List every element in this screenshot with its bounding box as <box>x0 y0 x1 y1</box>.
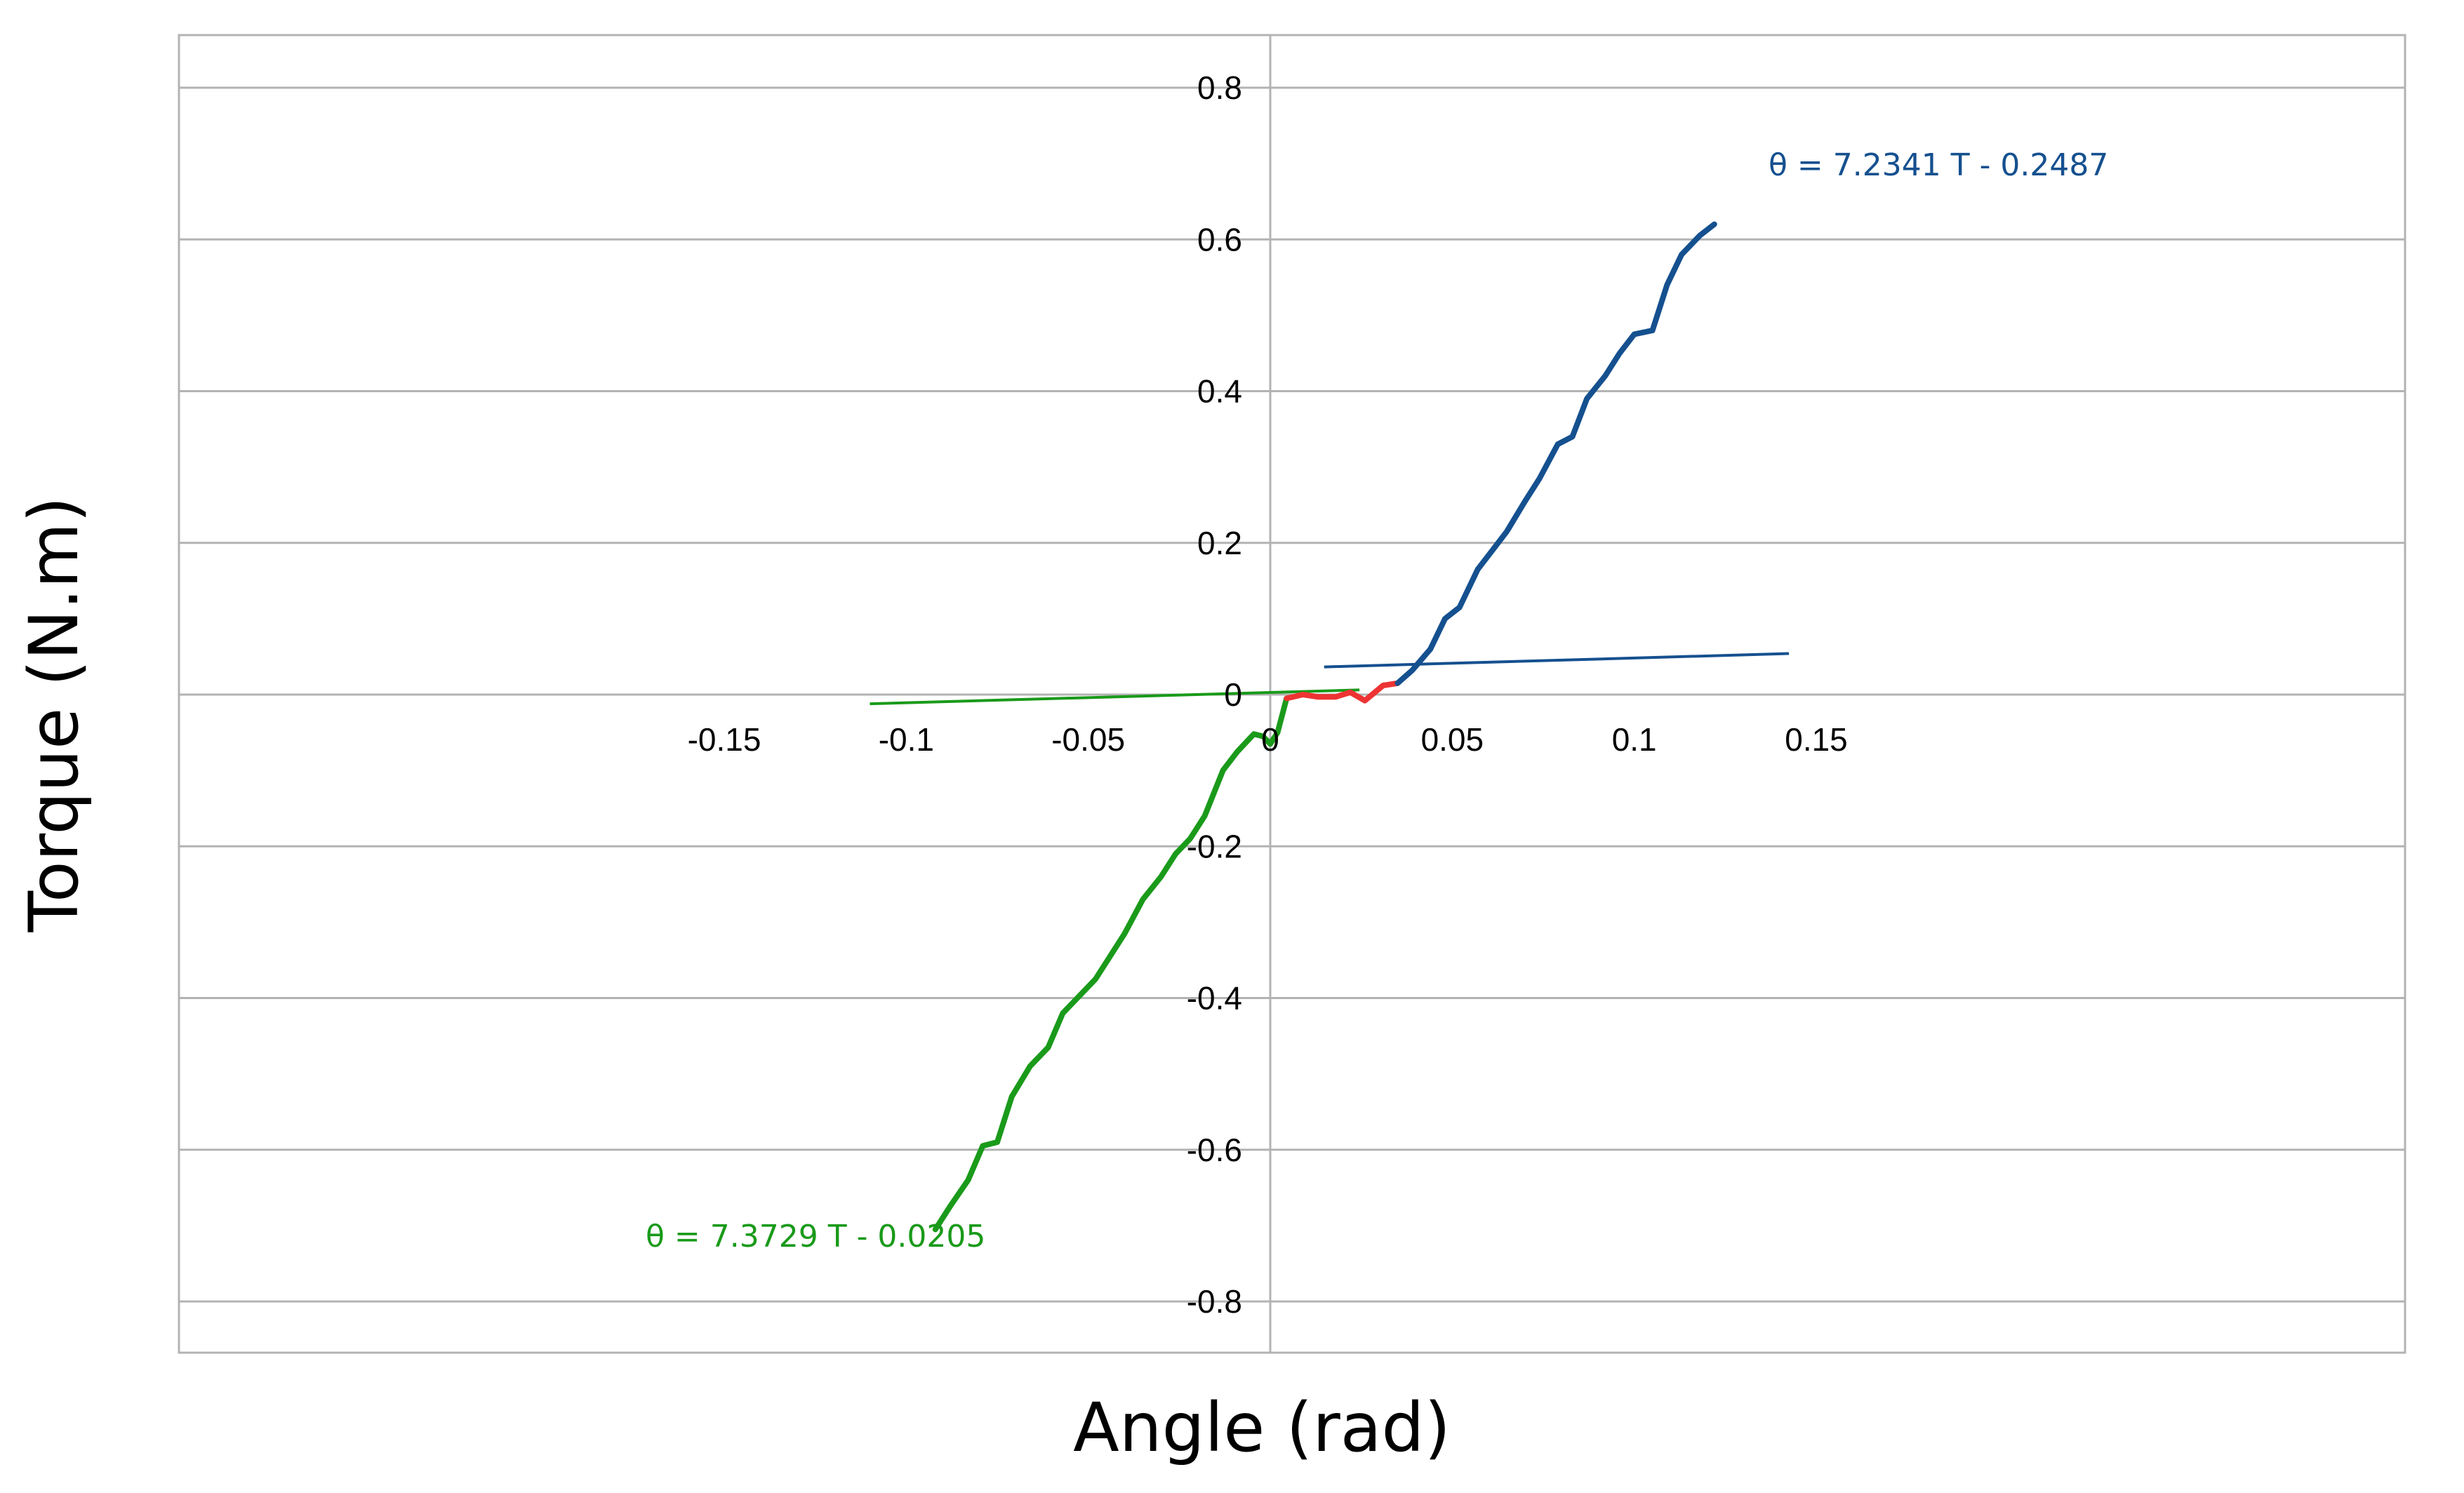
x-tick-label: 0.05 <box>1421 721 1484 758</box>
y-axis-title: Torque (N.m) <box>15 497 93 933</box>
y-tick-label: 0 <box>1224 676 1242 713</box>
series-line-2 <box>1394 221 1717 686</box>
trendline-equation-0: θ = 7.3729 T - 0.0205 <box>646 1219 985 1254</box>
x-tick-label: -0.05 <box>1051 721 1125 758</box>
trendline-0 <box>870 688 1360 706</box>
trendline-equations: θ = 7.3729 T - 0.0205 θ = 7.2341 T - 0.24… <box>646 147 2108 1254</box>
x-tick-label: -0.1 <box>879 721 934 758</box>
y-tick-label: 0.4 <box>1197 373 1242 410</box>
x-tick-labels: -0.15 -0.1 -0.05 0 0.05 0.1 0.15 <box>688 721 1848 758</box>
y-tick-label: 0.6 <box>1197 221 1242 257</box>
series-line-1 <box>1284 680 1401 704</box>
y-tick-labels: 0.8 0.6 0.4 0.2 0 -0.2 -0.4 -0.6 -0.8 <box>1187 69 1242 1320</box>
plot-frame <box>178 34 2406 1354</box>
series-line-0 <box>932 695 1290 1233</box>
y-tick-label: -0.6 <box>1187 1132 1242 1168</box>
y-tick-label: -0.2 <box>1187 828 1242 864</box>
x-tick-label: 0.15 <box>1785 721 1848 758</box>
data-series <box>932 221 1717 1233</box>
x-tick-label: -0.15 <box>688 721 761 758</box>
trendline-1 <box>1324 652 1790 669</box>
y-tick-label: 0.8 <box>1197 69 1242 106</box>
y-tick-label: -0.4 <box>1187 980 1242 1017</box>
trendline-equation-1: θ = 7.2341 T - 0.2487 <box>1769 147 2108 183</box>
x-axis-title: Angle (rad) <box>1073 1388 1451 1467</box>
y-tick-label: 0.2 <box>1197 525 1242 561</box>
x-tick-label: 0 <box>1261 721 1279 758</box>
x-tick-label: 0.1 <box>1612 721 1657 758</box>
y-tick-label: -0.8 <box>1187 1283 1242 1320</box>
trendlines <box>870 652 1790 706</box>
